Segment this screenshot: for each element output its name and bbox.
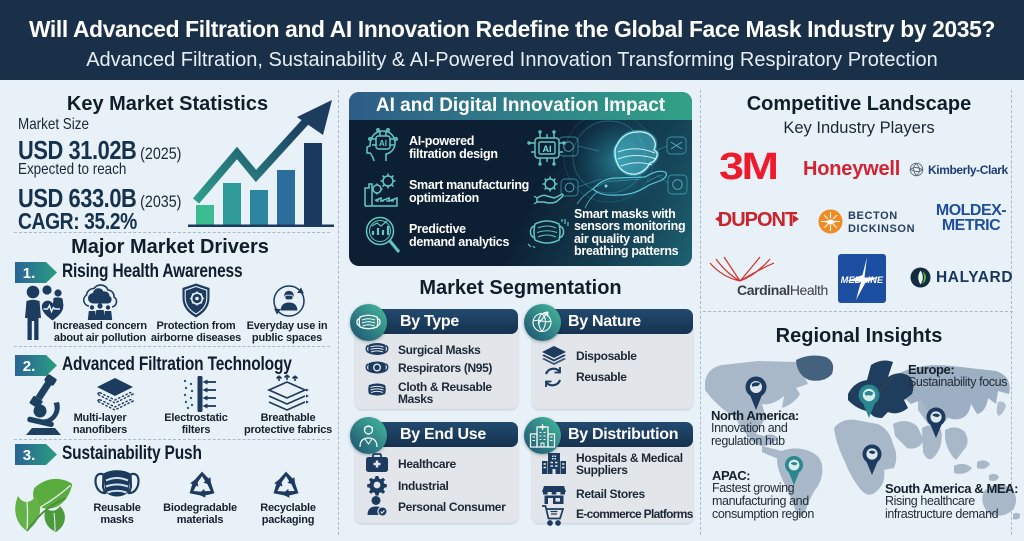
svg-text:DUPONT: DUPONT: [718, 209, 797, 231]
svg-text:1.: 1.: [23, 265, 36, 282]
svg-text:AI: AI: [543, 144, 552, 154]
svg-text:2.: 2.: [23, 358, 36, 375]
svg-text:AI: AI: [379, 139, 387, 148]
svg-text:3.: 3.: [23, 447, 36, 464]
svg-text:MEDLINE: MEDLINE: [841, 275, 884, 285]
